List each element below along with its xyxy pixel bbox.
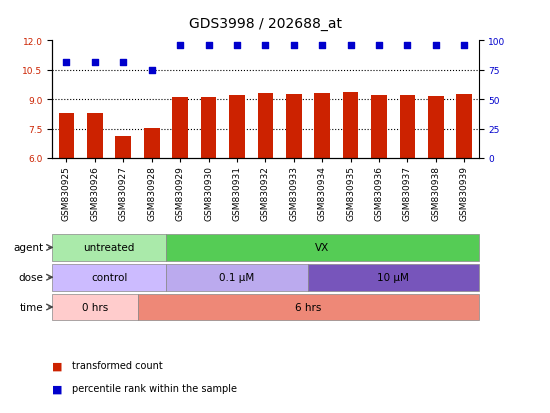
Text: untreated: untreated <box>84 243 135 253</box>
Point <box>147 67 156 74</box>
Point <box>460 43 469 49</box>
Bar <box>371 96 387 159</box>
Text: 0 hrs: 0 hrs <box>82 302 108 312</box>
Text: 0.1 μM: 0.1 μM <box>219 273 255 282</box>
Bar <box>343 93 359 159</box>
Point <box>403 43 412 49</box>
Bar <box>400 96 415 159</box>
Bar <box>166 264 308 291</box>
Bar <box>172 98 188 159</box>
Bar <box>116 137 131 159</box>
Bar <box>286 95 301 159</box>
Text: transformed count: transformed count <box>72 361 162 370</box>
Text: dose: dose <box>19 273 44 282</box>
Point <box>375 43 383 49</box>
Text: agent: agent <box>14 243 44 253</box>
Point <box>119 59 128 66</box>
Point <box>318 43 327 49</box>
Point <box>204 43 213 49</box>
Text: GDS3998 / 202688_at: GDS3998 / 202688_at <box>189 17 342 31</box>
Text: VX: VX <box>315 243 329 253</box>
Bar <box>456 95 472 159</box>
Point <box>233 43 241 49</box>
Bar <box>201 98 216 159</box>
Text: time: time <box>20 302 44 312</box>
Point <box>346 43 355 49</box>
Bar <box>428 96 444 159</box>
Point <box>176 43 185 49</box>
Point <box>90 59 99 66</box>
Bar <box>166 235 478 261</box>
Text: 6 hrs: 6 hrs <box>295 302 321 312</box>
Text: control: control <box>91 273 127 282</box>
Bar <box>138 294 478 320</box>
Text: ■: ■ <box>52 383 63 393</box>
Point <box>62 59 71 66</box>
Point <box>431 43 440 49</box>
Bar <box>144 129 159 159</box>
Bar <box>229 96 245 159</box>
Bar <box>52 235 166 261</box>
Bar <box>52 264 166 291</box>
Bar <box>59 114 74 159</box>
Bar <box>315 94 330 159</box>
Text: 10 μM: 10 μM <box>377 273 409 282</box>
Point <box>261 43 270 49</box>
Bar <box>52 294 138 320</box>
Text: ■: ■ <box>52 361 63 370</box>
Bar <box>308 264 478 291</box>
Bar <box>87 114 103 159</box>
Text: percentile rank within the sample: percentile rank within the sample <box>72 383 236 393</box>
Point <box>289 43 298 49</box>
Bar <box>257 94 273 159</box>
